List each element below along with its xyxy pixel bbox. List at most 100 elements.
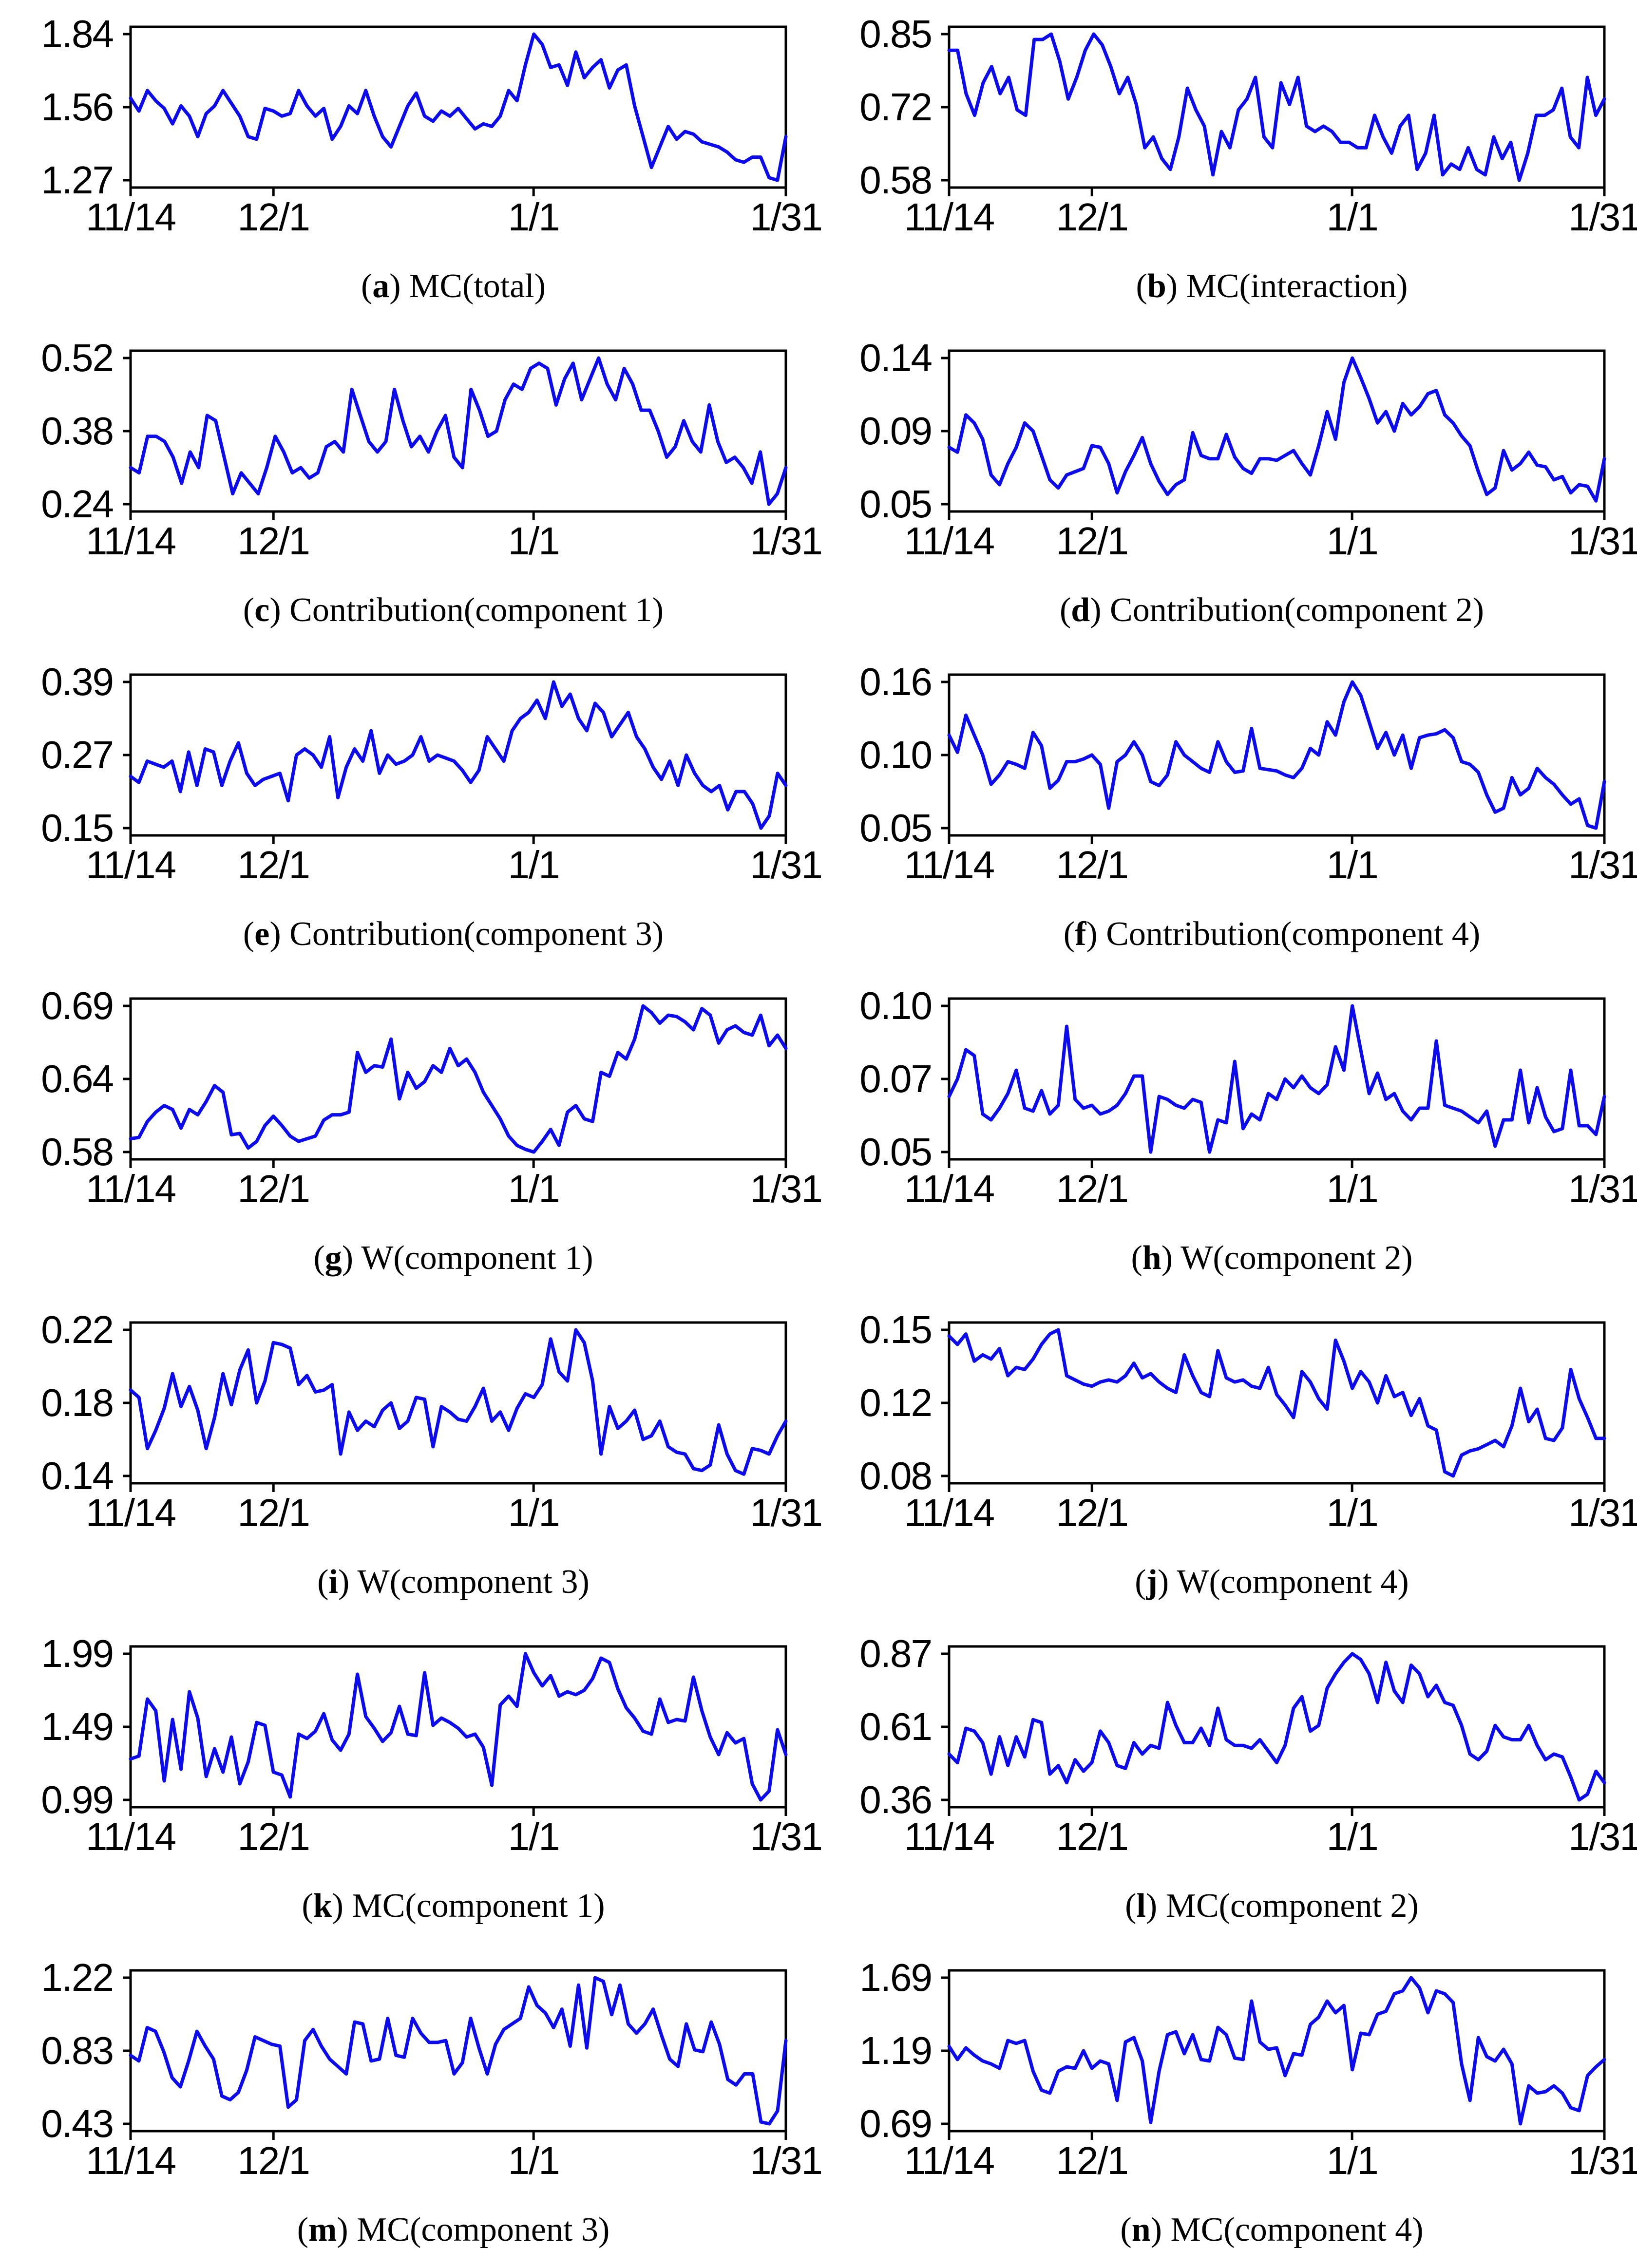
y-axis-tick-label: 0.12: [859, 1381, 933, 1424]
chart-cell-k: 1.99 1.49 0.99 11/14 12/1 1/1 1/31 (k) M…: [0, 1620, 823, 1944]
x-axis-tick-label: 11/14: [85, 843, 176, 887]
data-line: [129, 32, 788, 182]
x-axis-tick-label: 11/14: [85, 1167, 176, 1210]
y-axis-tick-label: 1.56: [41, 85, 114, 129]
x-axis-tick-label: 12/1: [1056, 1491, 1129, 1534]
y-axis-tick-label: 0.18: [41, 1381, 114, 1424]
line-plot: [941, 25, 1606, 196]
chart-caption: (m) MC(component 3): [121, 2211, 786, 2249]
x-axis-tick-label: 12/1: [237, 195, 310, 239]
caption-letter: d: [1071, 591, 1090, 629]
chart-caption: (h) W(component 2): [939, 1239, 1604, 1278]
x-tick-marks: [948, 511, 1606, 520]
x-axis-tick-label: 1/31: [1568, 2139, 1637, 2182]
caption-paren-close: ): [1161, 1239, 1181, 1277]
y-axis-tick-label: 0.72: [859, 85, 933, 129]
caption-text: MC(component 2): [1165, 1887, 1419, 1925]
caption-paren-open: (: [317, 1563, 329, 1601]
caption-text: W(component 4): [1177, 1563, 1409, 1601]
caption-paren-close: ): [1145, 1887, 1166, 1925]
y-axis-tick-label: 0.15: [41, 806, 114, 850]
y-axis-tick-label: 0.08: [859, 1454, 933, 1497]
x-axis-tick-label: 1/31: [1568, 1491, 1637, 1534]
caption-letter: c: [254, 591, 270, 629]
caption-text: Contribution(component 1): [289, 591, 664, 629]
x-axis-tick-label: 1/31: [750, 2139, 823, 2182]
x-tick-marks: [129, 1807, 787, 1816]
caption-letter: l: [1136, 1887, 1146, 1925]
data-line: [947, 1004, 1606, 1154]
x-axis-tick-label: 12/1: [1056, 1815, 1129, 1858]
y-axis-tick-label: 0.10: [859, 984, 933, 1027]
line-plot: [123, 673, 788, 844]
y-tick-marks: [123, 33, 131, 182]
caption-letter: h: [1142, 1239, 1161, 1277]
x-axis-tick-label: 1/31: [750, 1167, 823, 1210]
y-tick-marks: [941, 1328, 949, 1477]
caption-text: MC(component 1): [352, 1887, 605, 1925]
x-axis-tick-label: 11/14: [85, 195, 176, 239]
x-axis-tick-label: 12/1: [1056, 1167, 1129, 1210]
caption-paren-open: (: [313, 1239, 325, 1277]
y-axis-tick-label: 0.64: [41, 1057, 114, 1100]
x-axis-tick-label: 11/14: [904, 519, 995, 563]
x-axis-tick-label: 11/14: [904, 195, 995, 239]
caption-paren-open: (: [1125, 1887, 1137, 1925]
x-axis-tick-label: 1/31: [1568, 843, 1637, 887]
data-line: [947, 1328, 1606, 1478]
y-axis-tick-label: 0.69: [859, 2102, 933, 2145]
chart-caption: (n) MC(component 4): [939, 2211, 1604, 2249]
y-axis-tick-label: 0.16: [859, 660, 933, 703]
caption-paren-open: (: [1131, 1239, 1142, 1277]
line-plot: [941, 1321, 1606, 1492]
x-axis-tick-label: 1/1: [508, 2139, 560, 2182]
caption-text: MC(total): [409, 267, 546, 305]
y-tick-marks: [123, 1004, 131, 1153]
x-axis-tick-label: 12/1: [237, 1491, 310, 1534]
caption-paren-close: ): [338, 1563, 358, 1601]
caption-paren-open: (: [1136, 267, 1147, 305]
chart-caption: (i) W(component 3): [121, 1563, 786, 1602]
y-axis-tick-label: 0.43: [41, 2102, 114, 2145]
caption-letter: e: [254, 915, 270, 953]
data-line: [947, 1652, 1606, 1802]
x-axis-tick-label: 1/1: [1326, 519, 1379, 563]
y-axis-tick-label: 0.58: [859, 158, 933, 202]
y-axis-tick-label: 0.05: [859, 482, 933, 526]
y-tick-marks: [123, 357, 131, 506]
x-axis-tick-label: 1/31: [1568, 1815, 1637, 1858]
caption-paren-close: ): [1090, 591, 1110, 629]
data-line: [129, 356, 788, 506]
chart-cell-f: 0.16 0.10 0.05 11/14 12/1 1/1 1/31 (f) C…: [818, 648, 1637, 972]
caption-letter: g: [324, 1239, 342, 1277]
caption-text: Contribution(component 4): [1106, 915, 1481, 953]
x-axis-tick-label: 1/31: [1568, 1167, 1637, 1210]
line-plot: [123, 349, 788, 520]
caption-paren-close: ): [1086, 915, 1106, 953]
x-axis-tick-label: 1/1: [1326, 1815, 1379, 1858]
x-tick-marks: [129, 2131, 787, 2140]
x-axis-tick-label: 11/14: [85, 2139, 176, 2182]
y-axis-tick-label: 1.84: [41, 12, 114, 56]
caption-letter: i: [328, 1563, 338, 1601]
x-tick-marks: [129, 1159, 787, 1168]
x-tick-marks: [948, 835, 1606, 844]
caption-paren-open: (: [1059, 591, 1071, 629]
caption-letter: f: [1075, 915, 1086, 953]
x-axis-tick-label: 11/14: [85, 519, 176, 563]
line-plot: [123, 1969, 788, 2140]
x-axis-tick-label: 1/1: [508, 519, 560, 563]
caption-paren-close: ): [1157, 1563, 1177, 1601]
y-axis-tick-label: 0.87: [859, 1632, 933, 1675]
caption-letter: k: [313, 1887, 332, 1925]
y-tick-marks: [123, 1652, 131, 1801]
caption-text: Contribution(component 2): [1110, 591, 1484, 629]
x-tick-marks: [129, 1483, 787, 1492]
y-axis-tick-label: 0.14: [859, 336, 933, 379]
x-axis-tick-label: 12/1: [1056, 843, 1129, 887]
caption-letter: a: [372, 267, 390, 305]
x-axis-tick-label: 12/1: [237, 1167, 310, 1210]
chart-cell-l: 0.87 0.61 0.36 11/14 12/1 1/1 1/31 (l) M…: [818, 1620, 1637, 1944]
x-axis-tick-label: 1/31: [1568, 519, 1637, 563]
